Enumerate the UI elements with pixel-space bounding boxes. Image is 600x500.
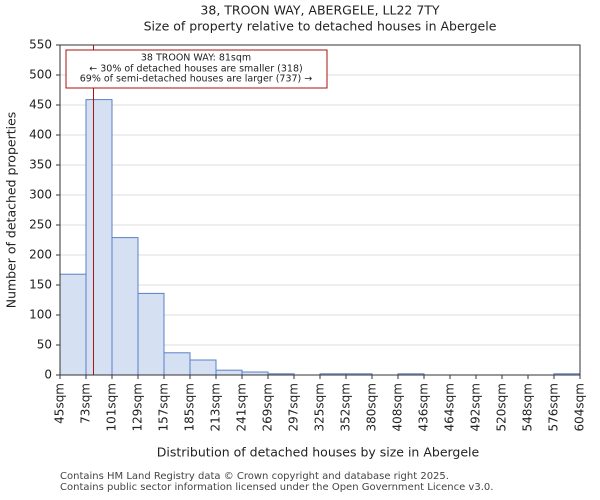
- histogram-bar: [111, 237, 139, 376]
- y-tick-label: 50: [37, 338, 52, 352]
- x-axis: 45sqm 73sqm 101sqm 129sqm 157sqm 185sqm 213sqm…: [53, 375, 587, 431]
- x-tick-label: 464sqm: [443, 383, 457, 431]
- annotation-box: [65, 49, 328, 89]
- x-tick-label: 297sqm: [287, 383, 301, 431]
- y-tick-label: 150: [29, 278, 52, 292]
- x-tick-label: 157sqm: [157, 383, 171, 431]
- histogram-bar: [137, 292, 165, 376]
- y-axis-label: Number of detached properties: [4, 112, 19, 309]
- x-tick-label: 73sqm: [79, 383, 93, 424]
- x-tick-label: 520sqm: [495, 383, 509, 431]
- y-tick-label: 450: [29, 98, 52, 112]
- histogram-bar: [163, 352, 191, 376]
- x-tick-label: 129sqm: [131, 383, 145, 431]
- annotation-line-2: ← 30% of detached houses are smaller (31…: [89, 64, 302, 75]
- x-tick-label: 241sqm: [235, 383, 249, 431]
- x-tick-label: 185sqm: [183, 383, 197, 431]
- x-tick-label: 213sqm: [209, 383, 223, 431]
- x-tick-label: 352sqm: [339, 383, 353, 431]
- x-tick-label: 101sqm: [105, 383, 119, 431]
- footer-line-2: Contains public sector information licen…: [60, 482, 493, 493]
- y-tick-label: 400: [29, 128, 52, 142]
- x-tick-label: 548sqm: [521, 383, 535, 431]
- y-tick-label: 350: [29, 158, 52, 172]
- histogram-bar: [189, 359, 217, 376]
- bars: [59, 99, 581, 376]
- x-tick-label: 408sqm: [391, 383, 405, 431]
- y-tick-label: 0: [44, 368, 52, 382]
- histogram-bar: [85, 99, 113, 376]
- x-tick-label: 269sqm: [261, 383, 275, 431]
- y-tick-label: 500: [29, 68, 52, 82]
- histogram-bar: [215, 369, 243, 376]
- x-tick-label: 325sqm: [313, 383, 327, 431]
- y-tick-label: 250: [29, 218, 52, 232]
- x-tick-label: 576sqm: [547, 383, 561, 431]
- plot-area: [59, 44, 581, 376]
- y-axis: 0 50 100 150 200 250 300 350 400 450 500 550: [29, 38, 580, 382]
- y-tick-label: 200: [29, 248, 52, 262]
- y-tick-label: 300: [29, 188, 52, 202]
- x-tick-label: 604sqm: [573, 383, 587, 431]
- footer-line-1: Contains HM Land Registry data © Crown c…: [60, 471, 449, 482]
- annotation: 38 TROON WAY: 81sqm ← 30% of detached ho…: [65, 49, 328, 89]
- y-tick-label: 100: [29, 308, 52, 322]
- chart-subtitle: Size of property relative to detached ho…: [144, 19, 497, 34]
- histogram-bar: [59, 273, 87, 376]
- x-axis-label: Distribution of detached houses by size …: [157, 445, 480, 460]
- y-tick-label: 550: [29, 38, 52, 52]
- x-tick-label: 380sqm: [365, 383, 379, 431]
- x-tick-label: 45sqm: [53, 383, 67, 424]
- x-tick-label: 436sqm: [417, 383, 431, 431]
- chart-title: 38, TROON WAY, ABERGELE, LL22 7TY: [200, 3, 440, 18]
- annotation-line-3: 69% of semi-detached houses are larger (…: [80, 74, 313, 85]
- annotation-line-1: 38 TROON WAY: 81sqm: [141, 53, 251, 64]
- x-tick-label: 492sqm: [469, 383, 483, 431]
